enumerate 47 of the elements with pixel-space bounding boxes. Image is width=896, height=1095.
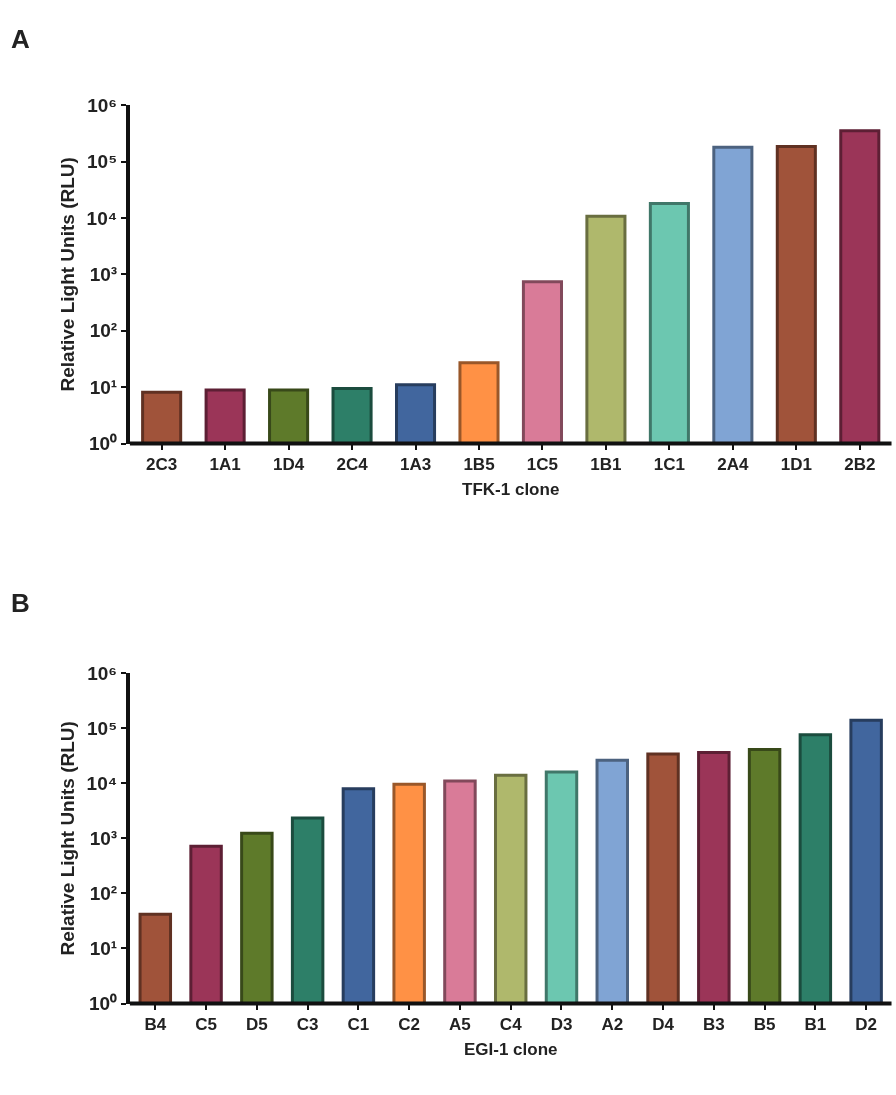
x-tick-label: 1B5: [463, 454, 495, 474]
x-tick-label: 1A3: [399, 454, 432, 474]
y-tick-label: 10¹: [89, 376, 118, 398]
y-tick-label: 10⁰: [88, 993, 118, 1015]
y-tick-label: 10⁶: [87, 94, 118, 116]
x-tick-label: 1D1: [780, 454, 812, 474]
x-tick-label: A2: [601, 1014, 624, 1034]
x-tick-label: C4: [499, 1014, 523, 1034]
x-tick-label: 2C4: [336, 454, 369, 474]
x-tick-label: D2: [855, 1014, 877, 1034]
y-axis-title: Relative Light Units (RLU): [56, 157, 78, 392]
x-tick-label: 1B1: [590, 454, 622, 474]
x-tick-label: B5: [753, 1014, 776, 1034]
x-tick-label: 1D4: [273, 454, 305, 474]
x-tick-label: A5: [449, 1014, 471, 1034]
x-tick-label: D3: [550, 1014, 573, 1034]
y-tick-label: 10²: [89, 320, 118, 342]
y-tick-label: 10⁰: [88, 433, 118, 455]
chart-title: B: [11, 588, 30, 618]
y-tick-label: 10⁶: [87, 662, 118, 684]
x-tick-label: B4: [144, 1014, 167, 1034]
x-tick-label: 1C1: [653, 454, 685, 474]
x-tick-label: D4: [652, 1014, 675, 1034]
x-tick-label: 2B2: [844, 454, 876, 474]
x-tick-label: 1C5: [526, 454, 559, 474]
y-tick-label: 10⁵: [87, 717, 118, 739]
y-tick-label: 10³: [89, 263, 118, 285]
x-tick-label: C1: [347, 1014, 370, 1034]
y-axis-title: Relative Light Units (RLU): [56, 721, 78, 956]
x-tick-label: D5: [245, 1014, 268, 1034]
y-tick-label: 10³: [89, 827, 118, 849]
x-axis-title: EGI-1 clone: [463, 1040, 558, 1060]
chart-title: A: [11, 24, 30, 54]
x-tick-label: C5: [195, 1014, 217, 1034]
x-tick-label: B3: [702, 1014, 725, 1034]
y-tick-label: 10⁴: [86, 207, 118, 229]
y-tick-label: 10⁴: [86, 772, 118, 794]
x-tick-label: 2A4: [717, 454, 749, 474]
x-tick-label: C3: [296, 1014, 319, 1034]
x-tick-label: B1: [804, 1014, 827, 1034]
x-axis-title: TFK-1 clone: [462, 480, 560, 500]
y-tick-label: 10⁵: [87, 151, 118, 173]
x-tick-label: 2C3: [146, 454, 178, 474]
x-tick-label: C2: [398, 1014, 421, 1034]
y-tick-label: 10¹: [89, 938, 118, 960]
x-tick-label: 1A1: [209, 454, 241, 474]
y-tick-label: 10²: [89, 883, 118, 905]
